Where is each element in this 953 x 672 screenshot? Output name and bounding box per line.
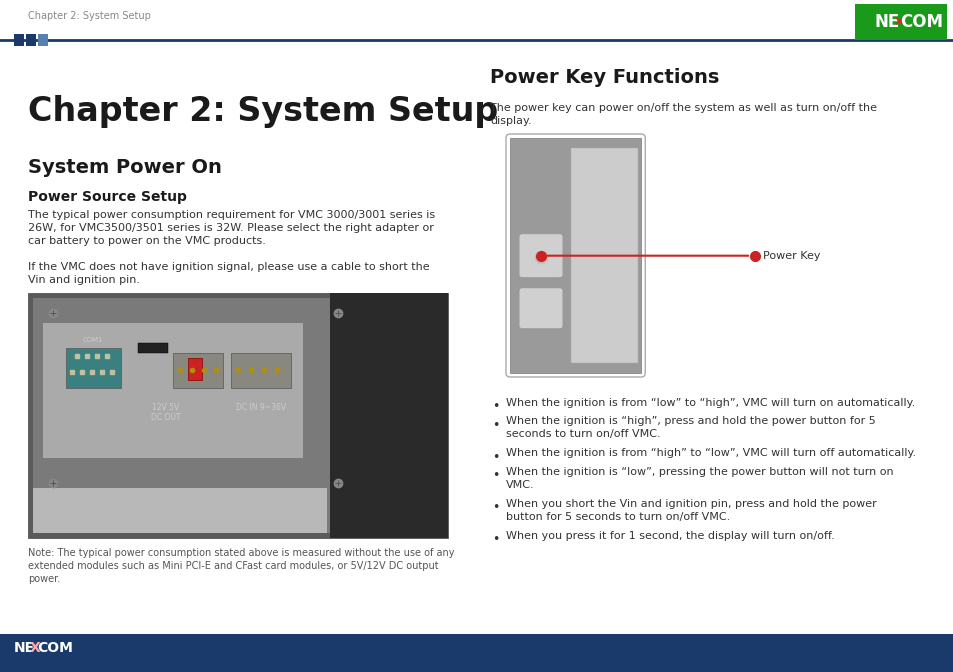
Text: DC IN 9~36V: DC IN 9~36V <box>235 403 286 412</box>
Text: Power Key Functions: Power Key Functions <box>490 68 719 87</box>
Text: When the ignition is from “high” to “low”, VMC will turn off automatically.: When the ignition is from “high” to “low… <box>505 448 915 458</box>
Text: 12V 5V
DC OUT: 12V 5V DC OUT <box>152 403 180 423</box>
Text: •: • <box>492 469 498 482</box>
Bar <box>854 4 946 40</box>
Text: COM: COM <box>899 13 942 31</box>
Text: NE: NE <box>14 641 35 655</box>
Bar <box>33 488 327 533</box>
Text: When you short the Vin and ignition pin, press and hold the power
button for 5 s: When you short the Vin and ignition pin,… <box>505 499 876 521</box>
Text: Power Source Setup: Power Source Setup <box>28 190 187 204</box>
Text: •: • <box>492 419 498 431</box>
Text: Power Key: Power Key <box>762 251 820 261</box>
Text: When you press it for 1 second, the display will turn on/off.: When you press it for 1 second, the disp… <box>505 531 834 541</box>
Bar <box>26 34 36 46</box>
Text: The typical power consumption requirement for VMC 3000/3001 series is
26W, for V: The typical power consumption requiremen… <box>28 210 435 247</box>
Bar <box>38 34 48 46</box>
Text: •: • <box>492 450 498 464</box>
Text: System Power On: System Power On <box>28 158 222 177</box>
FancyBboxPatch shape <box>518 288 562 329</box>
Text: When the ignition is from “low” to “high”, VMC will turn on automatically.: When the ignition is from “low” to “high… <box>505 398 914 408</box>
Text: The power key can power on/off the system as well as turn on/off the
display.: The power key can power on/off the syste… <box>490 103 876 126</box>
Bar <box>188 358 202 380</box>
Text: COM: COM <box>37 641 72 655</box>
FancyBboxPatch shape <box>518 234 562 278</box>
Bar <box>28 293 448 538</box>
Text: Chapter 2: System Setup: Chapter 2: System Setup <box>28 95 497 128</box>
Bar <box>14 34 24 46</box>
Text: When the ignition is “high”, press and hold the power button for 5
seconds to tu: When the ignition is “high”, press and h… <box>505 417 875 439</box>
Text: If the VMC does not have ignition signal, please use a cable to short the
Vin an: If the VMC does not have ignition signal… <box>28 262 429 285</box>
Text: NE: NE <box>874 13 900 31</box>
Text: •: • <box>492 400 498 413</box>
Bar <box>138 343 168 353</box>
Text: COM1: COM1 <box>83 337 103 343</box>
Bar <box>571 148 638 363</box>
Text: •: • <box>492 501 498 514</box>
Text: Chapter 2: System Setup: Chapter 2: System Setup <box>28 11 151 21</box>
Text: When the ignition is “low”, pressing the power button will not turn on
VMC.: When the ignition is “low”, pressing the… <box>505 467 893 490</box>
Text: X: X <box>30 641 41 655</box>
Bar <box>172 353 223 388</box>
Text: •: • <box>492 533 498 546</box>
Text: Note: The typical power consumption stated above is measured without the use of : Note: The typical power consumption stat… <box>28 548 454 585</box>
Bar <box>0 634 953 672</box>
Bar <box>43 323 303 458</box>
Bar <box>66 348 121 388</box>
Bar <box>510 138 640 373</box>
Bar <box>231 353 291 388</box>
Bar <box>33 298 335 533</box>
Bar <box>330 293 448 538</box>
Text: ×: × <box>892 15 902 28</box>
